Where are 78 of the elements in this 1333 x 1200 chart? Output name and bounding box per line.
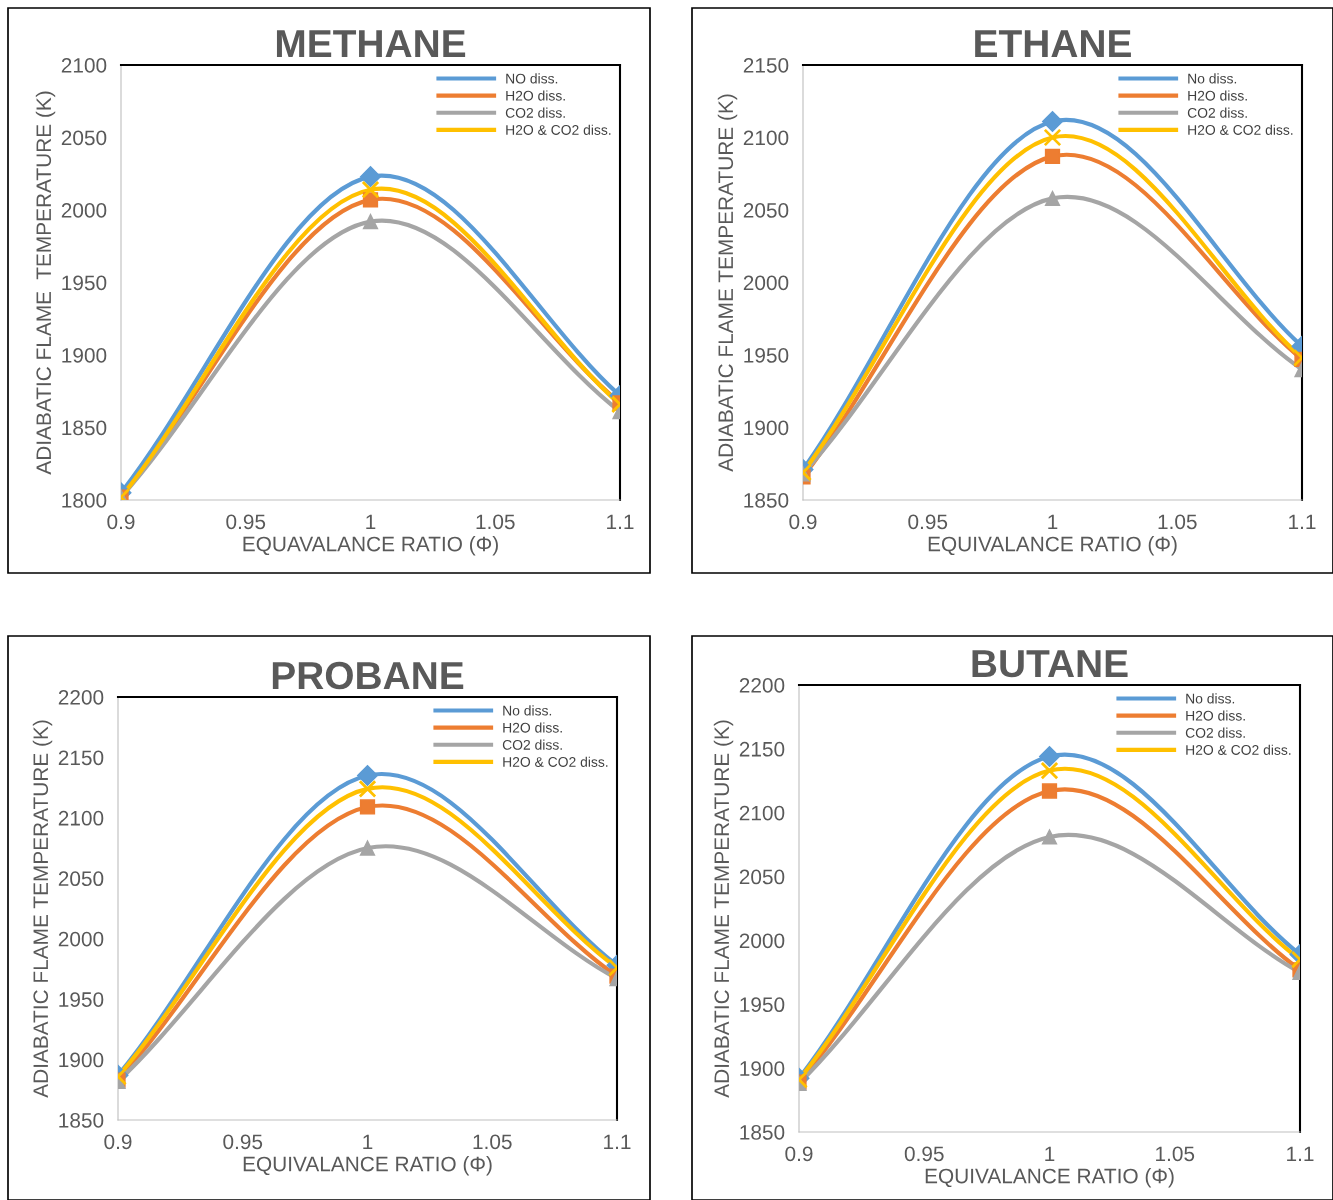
x-axis-title: EQUAVALANCE RATIO (Φ)	[243, 536, 498, 556]
legend-label: H2O & CO2 diss.	[1186, 744, 1291, 755]
y-tick-label: 2050	[743, 203, 789, 218]
legend-label: CO2 diss.	[502, 739, 562, 750]
y-tick-label: 1850	[740, 1125, 785, 1140]
y-tick-label: 2100	[58, 810, 104, 826]
legend-label: CO2 diss.	[505, 107, 565, 118]
legend-label: H2O diss.	[1186, 710, 1245, 721]
x-tick-label: 1.05	[473, 1134, 512, 1150]
y-tick-label: 2150	[739, 741, 785, 757]
x-tick-label: 1.1	[1289, 514, 1316, 529]
x-tick-label: 0.9	[785, 1146, 813, 1162]
x-tick-label: 1	[366, 514, 376, 529]
y-tick-label: 1950	[744, 348, 789, 363]
x-tick-label: 1.05	[1156, 1146, 1195, 1162]
x-tick-label: 1	[363, 1134, 373, 1149]
y-tick-label: 2000	[61, 203, 107, 218]
x-tick-label: 1.05	[1158, 514, 1197, 530]
y-tick-label: 1900	[744, 420, 789, 436]
legend-label: No diss.	[503, 705, 552, 716]
chart-title: BUTANE	[972, 650, 1128, 678]
x-tick-label: 1	[1048, 514, 1058, 529]
y-tick-label: 1900	[59, 1052, 104, 1068]
legend-label: H2O & CO2 diss.	[506, 124, 611, 135]
y-axis-title: ADIABATIC FLAME TEMPERATURE (K)	[32, 720, 53, 1098]
y-axis-title: ADIABATIC FLAME TEMPERATURE (K)	[35, 91, 56, 475]
legend-label: NO diss.	[506, 73, 558, 84]
x-tick-label: 1.1	[607, 514, 634, 529]
legend-label: No diss.	[1186, 693, 1235, 704]
y-tick-label: 2100	[61, 58, 107, 73]
y-tick-label: 2050	[739, 869, 785, 885]
y-tick-label: 2200	[739, 678, 785, 693]
y-axis-title: ADIABATIC FLAME TEMPERATURE (K)	[717, 94, 738, 472]
x-tick-label: 1.1	[604, 1134, 631, 1149]
x-tick-label: 0.9	[107, 514, 135, 530]
legend-label: H2O diss.	[1188, 90, 1247, 101]
x-tick-label: 1.05	[476, 514, 515, 530]
y-tick-label: 2000	[743, 275, 789, 291]
x-tick-label: 0.95	[223, 1134, 263, 1150]
legend-label: H2O diss.	[506, 90, 565, 101]
legend-label: H2O diss.	[503, 722, 562, 733]
y-tick-label: 2100	[739, 805, 785, 821]
y-axis-title: ADIABATIC FLAME TEMPERATURE (K)	[713, 720, 734, 1098]
y-tick-label: 2050	[58, 871, 104, 887]
y-tick-label: 1850	[62, 420, 107, 436]
x-axis-title: EQUIVALANCE RATIO (Φ)	[925, 1168, 1174, 1188]
chart-title: METHANE	[276, 30, 466, 57]
y-tick-label: 2100	[743, 130, 789, 146]
x-axis-title: EQUIVALANCE RATIO (Φ)	[928, 536, 1177, 556]
legend-label: CO2 diss.	[1185, 727, 1245, 738]
y-tick-label: 1850	[744, 493, 789, 508]
y-tick-label: 2050	[61, 130, 107, 146]
y-tick-label: 1800	[62, 493, 107, 508]
legend-label: H2O & CO2 diss.	[503, 756, 608, 767]
chart-title: PROBANE	[272, 661, 464, 690]
x-tick-label: 0.95	[908, 514, 948, 530]
y-tick-label: 2150	[743, 58, 789, 73]
y-tick-label: 2200	[58, 690, 104, 705]
y-tick-label: 2000	[739, 933, 785, 949]
y-tick-label: 2000	[58, 931, 104, 947]
x-tick-label: 1.1	[1287, 1146, 1314, 1161]
y-tick-label: 1900	[740, 1061, 785, 1076]
x-tick-label: 0.9	[789, 514, 817, 530]
x-tick-label: 0.95	[904, 1146, 944, 1162]
y-tick-label: 1950	[740, 997, 785, 1013]
y-tick-label: 2150	[58, 750, 104, 766]
legend-label: H2O & CO2 diss.	[1188, 124, 1293, 135]
y-tick-label: 1950	[62, 275, 107, 291]
x-axis-title: EQUIVALANCE RATIO (Φ)	[243, 1156, 492, 1176]
x-tick-label: 0.95	[226, 514, 266, 530]
legend-label: No diss.	[1188, 73, 1237, 84]
y-tick-label: 1950	[59, 992, 104, 1007]
x-tick-label: 0.9	[104, 1134, 132, 1150]
y-tick-label: 1850	[59, 1113, 104, 1128]
x-tick-label: 1	[1045, 1146, 1055, 1161]
y-tick-label: 1900	[62, 348, 107, 363]
chart-title: ETHANE	[975, 30, 1131, 57]
legend-label: CO2 diss.	[1187, 107, 1247, 118]
